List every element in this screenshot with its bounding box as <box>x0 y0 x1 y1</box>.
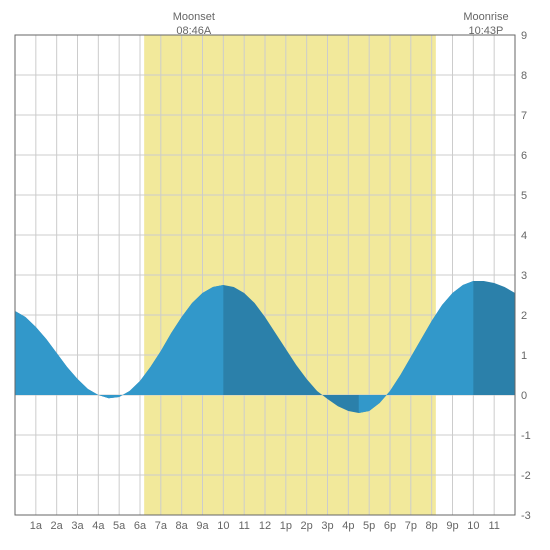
x-tick-label: 2a <box>51 520 64 532</box>
x-tick-label: 4p <box>342 520 354 532</box>
x-tick-label: 4a <box>92 520 105 532</box>
x-tick-label: 9p <box>446 520 458 532</box>
y-tick-label: 8 <box>521 70 527 82</box>
x-tick-label: 5a <box>113 520 126 532</box>
y-tick-label: -1 <box>521 430 531 442</box>
y-tick-label: 7 <box>521 110 527 122</box>
x-tick-label: 2p <box>301 520 313 532</box>
x-tick-label: 1a <box>30 520 43 532</box>
y-tick-label: 9 <box>521 30 527 42</box>
moonset-time: 08:46A <box>173 24 215 38</box>
y-tick-label: 6 <box>521 150 527 162</box>
y-tick-label: -3 <box>521 510 531 522</box>
x-tick-label: 10 <box>467 520 479 532</box>
moonrise-label: Moonrise <box>463 10 508 24</box>
moonrise-time: 10:43P <box>463 24 508 38</box>
y-tick-label: 4 <box>521 230 527 242</box>
moonrise-annotation: Moonrise 10:43P <box>463 10 508 39</box>
y-tick-label: -2 <box>521 470 531 482</box>
x-tick-label: 11 <box>238 520 249 532</box>
x-tick-label: 1p <box>280 520 292 532</box>
x-tick-label: 7p <box>405 520 417 532</box>
x-tick-label: 3a <box>71 520 84 532</box>
moonset-label: Moonset <box>173 10 215 24</box>
x-tick-label: 6p <box>384 520 396 532</box>
y-tick-label: 0 <box>521 390 527 402</box>
y-tick-label: 3 <box>521 270 527 282</box>
x-tick-label: 11 <box>488 520 499 532</box>
x-tick-label: 5p <box>363 520 375 532</box>
y-tick-label: 1 <box>521 350 527 362</box>
x-tick-label: 12 <box>259 520 271 532</box>
y-tick-label: 2 <box>521 310 527 322</box>
chart-svg: 1a2a3a4a5a6a7a8a9a1011121p2p3p4p5p6p7p8p… <box>10 10 540 540</box>
x-tick-label: 10 <box>217 520 229 532</box>
tide-chart: Moonset 08:46A Moonrise 10:43P 1a 2a 3a 4a 5… <box>10 10 540 540</box>
x-tick-label: 9a <box>196 520 209 532</box>
moonset-annotation: Moonset 08:46A <box>173 10 215 39</box>
x-tick-label: 8a <box>176 520 189 532</box>
y-tick-label: 5 <box>521 190 527 202</box>
x-tick-label: 3p <box>321 520 333 532</box>
x-tick-label: 8p <box>426 520 438 532</box>
x-tick-label: 6a <box>134 520 147 532</box>
x-tick-label: 7a <box>155 520 168 532</box>
